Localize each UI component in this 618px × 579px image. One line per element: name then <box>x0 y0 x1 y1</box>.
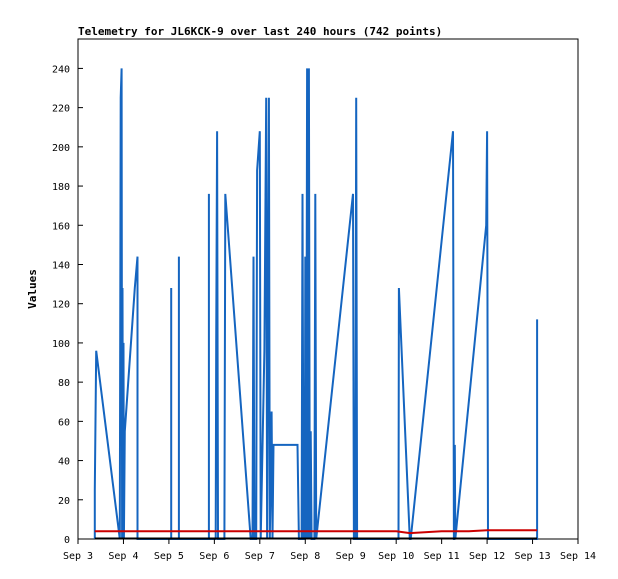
y-tick-label: 60 <box>58 417 70 428</box>
x-tick-label: Sep 12 <box>469 551 505 562</box>
x-tick-label: Sep 7 <box>245 551 275 562</box>
x-tick-label: Sep 10 <box>378 551 414 562</box>
y-tick-label: 40 <box>58 457 70 468</box>
x-tick-label: Sep 11 <box>424 551 460 562</box>
x-tick-label: Sep 8 <box>290 551 320 562</box>
axis-layer: 0 20 40 60 80 100 120 140 160 180 200 220 240 Sep 3 Se… <box>52 64 596 562</box>
x-tick-label: Sep 9 <box>336 551 366 562</box>
y-tick-label: 0 <box>64 535 70 546</box>
x-tick-label: Sep 4 <box>108 551 138 562</box>
y-tick-label: 220 <box>52 104 70 115</box>
series-line-1 <box>93 68 539 540</box>
y-tick-label: 140 <box>52 260 70 271</box>
series-layer <box>93 68 539 540</box>
x-tick-label: Sep 14 <box>560 551 596 562</box>
y-tick-label: 20 <box>58 496 70 507</box>
y-tick-label: 200 <box>52 143 70 154</box>
x-tick-label: Sep 3 <box>63 551 93 562</box>
y-tick-label: 100 <box>52 339 70 350</box>
y-tick-label: 80 <box>58 378 70 389</box>
x-tick-label: Sep 13 <box>514 551 550 562</box>
y-axis-label: Values <box>26 269 39 309</box>
y-tick-label: 160 <box>52 221 70 232</box>
y-tick-label: 180 <box>52 182 70 193</box>
chart-title: Telemetry for JL6KCK-9 over last 240 hou… <box>78 25 442 38</box>
y-tick-label: 240 <box>52 64 70 75</box>
x-tick-label: Sep 5 <box>154 551 184 562</box>
y-tick-label: 120 <box>52 300 70 311</box>
x-tick-label: Sep 6 <box>199 551 229 562</box>
series-line-2 <box>94 529 538 535</box>
